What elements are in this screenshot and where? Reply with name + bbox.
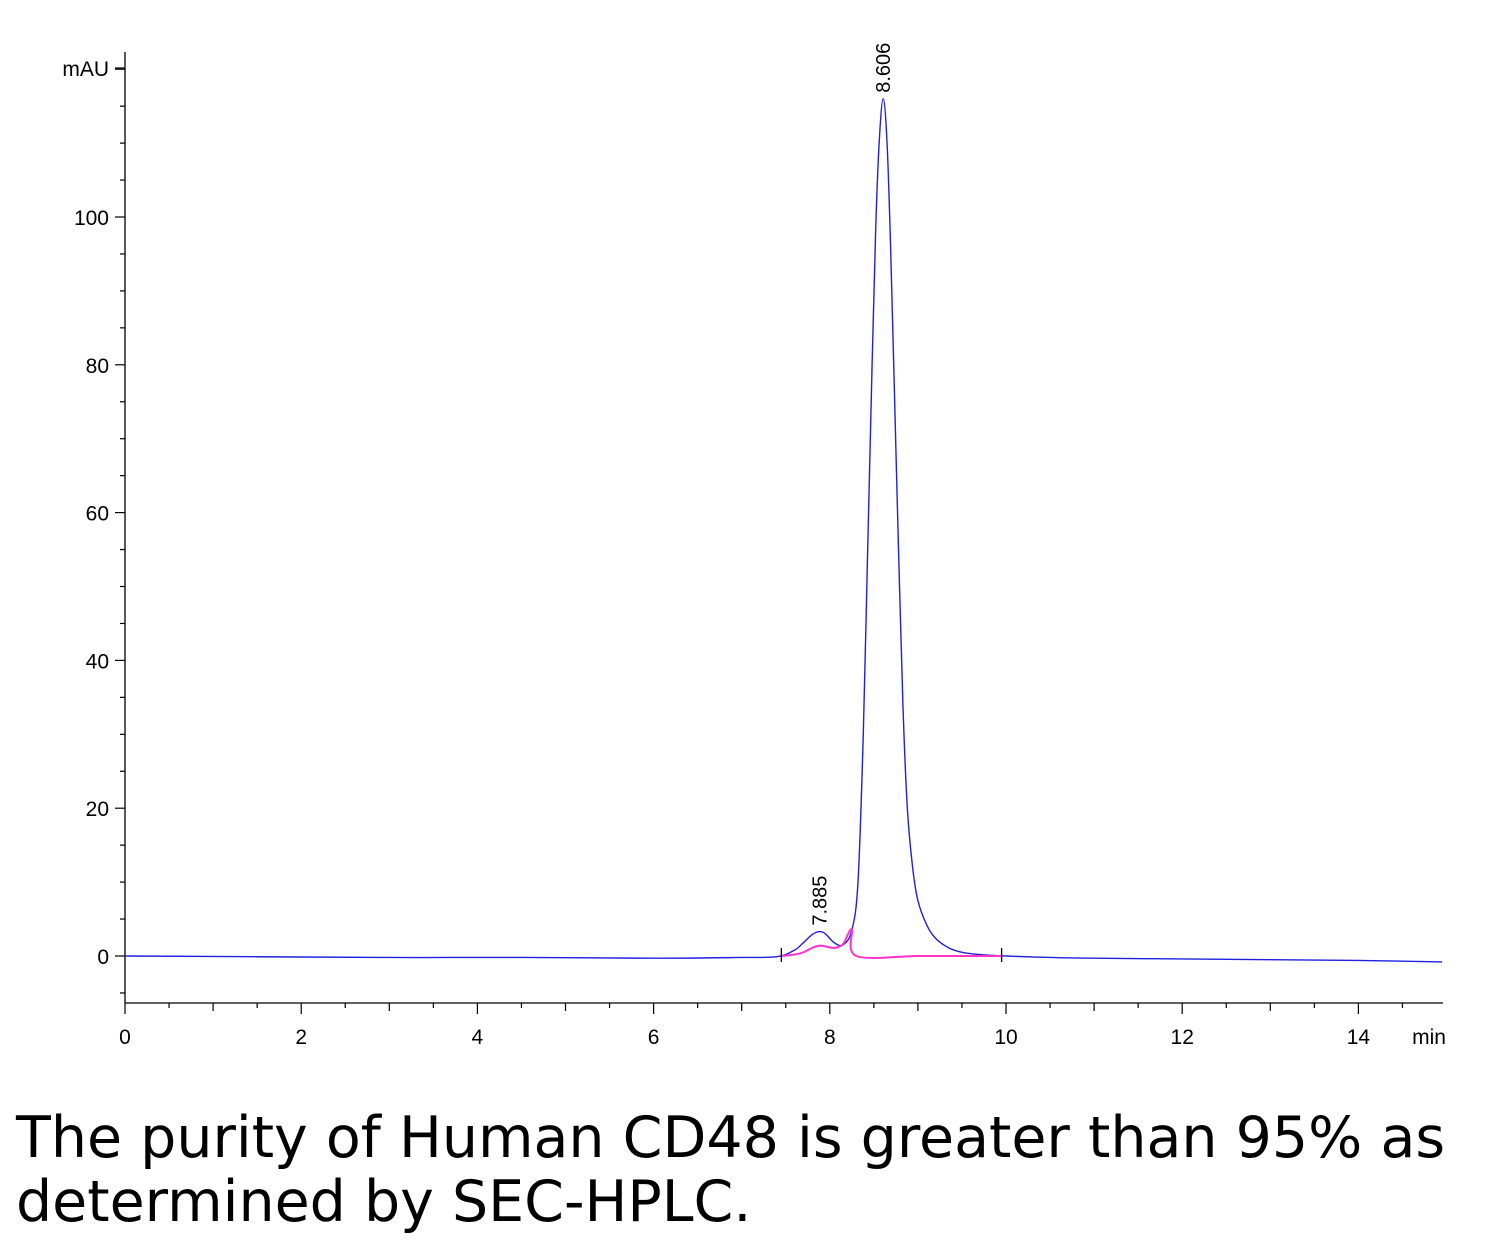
x-tick-label: 6 <box>648 1026 660 1049</box>
x-unit-label: min <box>1412 1026 1446 1049</box>
tick-marks <box>115 67 1404 1014</box>
chromatogram-chart: 0 20 40 60 80 100 mAU 0 2 4 6 8 10 12 14 min 7.885 8.606 <box>62 43 1446 1049</box>
y-unit-label: mAU <box>62 58 109 81</box>
tick-labels: 0 20 40 60 80 100 mAU 0 2 4 6 8 10 12 14 min <box>62 58 1446 1049</box>
x-tick-label: 10 <box>994 1026 1017 1049</box>
y-tick-label: 40 <box>86 650 109 673</box>
x-tick-label: 8 <box>824 1026 836 1049</box>
chart-axes <box>124 52 1443 1004</box>
x-tick-label: 4 <box>472 1026 484 1049</box>
signal-trace <box>124 98 1443 963</box>
y-tick-label: 60 <box>86 503 109 526</box>
integration-markers <box>780 948 1003 962</box>
purity-caption: The purity of Human CD48 is greater than… <box>16 1105 1446 1235</box>
x-tick-label: 14 <box>1347 1026 1371 1049</box>
y-tick-label: 100 <box>74 207 109 230</box>
x-tick-label: 0 <box>119 1026 131 1049</box>
y-tick-label: 20 <box>86 798 109 821</box>
peak-labels: 7.885 8.606 <box>810 43 896 926</box>
baseline-trace <box>781 928 1002 959</box>
y-tick-label: 80 <box>86 355 109 378</box>
peak-label: 8.606 <box>873 43 895 93</box>
peak-label: 7.885 <box>810 876 832 926</box>
y-tick-label: 0 <box>97 946 109 969</box>
x-tick-label: 12 <box>1171 1026 1194 1049</box>
x-tick-label: 2 <box>295 1026 307 1049</box>
chromatogram-traces <box>124 98 1443 963</box>
